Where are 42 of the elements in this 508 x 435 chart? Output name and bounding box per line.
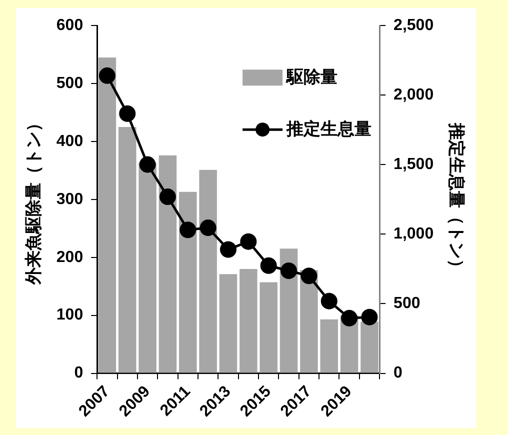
point (240, 233, 257, 250)
y2-tick-label: 1,000 (394, 226, 434, 243)
y-axis-title: 外来魚駆除量（トン） (24, 114, 43, 286)
bar (179, 192, 197, 373)
y-tick-label: 300 (56, 190, 84, 208)
point (260, 257, 277, 274)
point (180, 222, 196, 238)
y2-tick-label: 2,000 (394, 86, 434, 104)
point (300, 268, 318, 284)
bar (320, 319, 338, 373)
bar (158, 155, 177, 373)
point (119, 105, 136, 122)
y2-tick-label: 2,500 (394, 17, 434, 34)
y-tick-label: 500 (56, 74, 84, 92)
point (280, 262, 298, 280)
bar (138, 162, 156, 373)
point (98, 67, 116, 84)
y2-tick-label: 500 (394, 295, 420, 312)
bar (199, 170, 217, 373)
y2-axis-title: 推定生息量（トン） (447, 122, 466, 276)
point (220, 241, 236, 258)
bar (240, 268, 258, 373)
bar (98, 57, 116, 373)
bar (360, 322, 378, 373)
point (361, 308, 378, 326)
point (139, 156, 156, 173)
legend-label: 推定生息量 (286, 119, 372, 138)
point (159, 188, 176, 206)
y2-tick-label: 1,500 (394, 156, 434, 174)
y2-tick-label: 0 (394, 364, 403, 382)
bar (219, 274, 238, 373)
y-tick-label: 0 (74, 364, 84, 382)
point (200, 220, 216, 236)
bar (260, 282, 278, 373)
legend-label: 駆除量 (286, 67, 338, 86)
y-tick-label: 100 (56, 306, 84, 324)
point (320, 292, 338, 310)
bar (118, 127, 136, 373)
y-tick-label: 600 (56, 17, 84, 34)
y-tick-label: 400 (56, 132, 84, 150)
y-tick-label: 200 (56, 248, 84, 266)
point (341, 310, 358, 326)
